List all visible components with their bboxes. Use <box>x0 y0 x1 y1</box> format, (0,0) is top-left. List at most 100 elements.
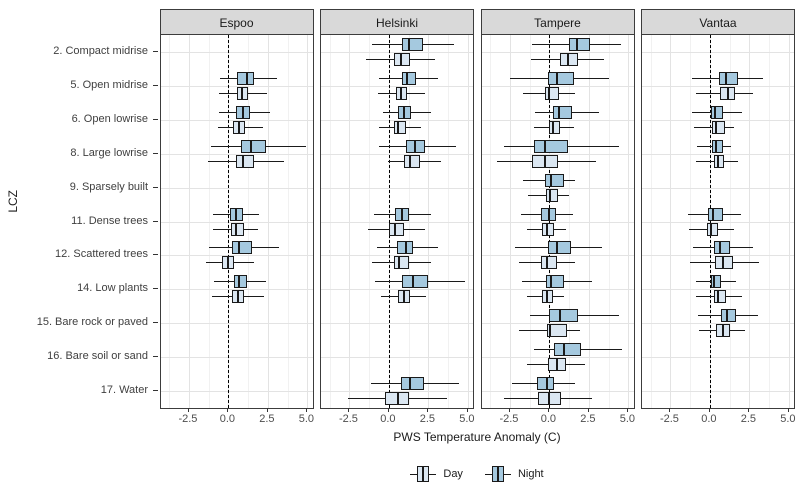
day-median <box>546 222 549 236</box>
x-axis-tick <box>187 408 189 412</box>
category-tick <box>153 220 158 222</box>
x-tick-label: 5.0 <box>619 413 636 425</box>
day-median <box>549 324 552 338</box>
gridline-major-h <box>481 85 634 87</box>
gridline-major-h <box>481 289 634 291</box>
category-label: 2. Compact midrise <box>53 44 148 57</box>
gridline-major-h <box>321 187 473 189</box>
day-box <box>713 290 727 304</box>
x-tick-label: 2.5 <box>740 413 757 425</box>
gridline-major-h <box>481 119 634 121</box>
zero-reference-line <box>228 35 230 408</box>
facet-strip-label: Vantaa <box>699 15 737 30</box>
gridline-major-h <box>642 119 794 121</box>
day-median <box>716 290 719 304</box>
zero-reference-line <box>709 35 711 408</box>
gridline-major-h <box>160 221 313 223</box>
gridline-major-h <box>642 85 794 87</box>
gridline-major-h <box>160 289 313 291</box>
night-median <box>400 207 403 221</box>
category-tick <box>153 84 158 86</box>
night-box <box>400 377 424 391</box>
gridline-major-h <box>481 153 634 155</box>
legend-item-day: Day <box>410 465 463 483</box>
facet-strip-label: Espoo <box>219 15 254 30</box>
night-box <box>549 309 578 323</box>
gridline-major-h <box>481 391 634 393</box>
x-axis-tick <box>387 408 389 412</box>
night-box <box>402 71 416 85</box>
facet-strip: Helsinki <box>320 9 474 36</box>
category-tick <box>153 288 158 290</box>
night-median <box>237 241 240 255</box>
facet-strip: Tampere <box>480 9 635 36</box>
night-box <box>552 105 572 119</box>
night-median <box>407 37 410 51</box>
night-box <box>707 207 723 221</box>
category-label: 14. Low plants <box>77 282 148 295</box>
x-axis-tick <box>348 408 350 412</box>
legend-label: Night <box>517 468 544 480</box>
gridline-major-h <box>321 119 473 121</box>
gridline-major-h <box>642 255 794 257</box>
x-tick-label: 0.0 <box>380 413 396 425</box>
gridline-major-h <box>321 51 473 53</box>
night-box <box>232 241 253 255</box>
category-label: 5. Open midrise <box>70 78 148 91</box>
x-tick-label: 5.0 <box>298 413 315 425</box>
night-box <box>547 71 574 85</box>
x-tick-label: -2.5 <box>499 413 519 425</box>
category-label: 15. Bare rock or paved <box>36 316 148 329</box>
day-box <box>393 256 409 270</box>
day-median <box>721 324 724 338</box>
zero-reference-line <box>549 35 551 408</box>
day-median <box>727 86 730 100</box>
gridline-major-h <box>481 357 634 359</box>
night-median <box>242 105 245 119</box>
facet-panel <box>641 34 795 409</box>
day-box <box>230 222 245 236</box>
day-median <box>398 256 401 270</box>
day-median <box>548 86 551 100</box>
night-median <box>413 139 416 153</box>
legend-label: Day <box>443 468 463 480</box>
x-tick-label: 2.5 <box>419 413 436 425</box>
gridline-major-h <box>642 153 794 155</box>
day-box <box>236 154 255 168</box>
gridline-major-h <box>481 221 634 223</box>
night-median <box>558 309 561 323</box>
category-tick <box>153 390 158 392</box>
gridline-major-h <box>321 289 473 291</box>
day-median <box>402 290 405 304</box>
facet-strip: Vantaa <box>641 9 795 36</box>
day-box <box>548 120 560 134</box>
category-label: 16. Bare soil or sand <box>47 350 148 363</box>
legend-median-line <box>496 466 499 482</box>
night-box <box>713 241 730 255</box>
legend: Day Night <box>159 461 795 487</box>
night-median <box>724 71 727 85</box>
category-label: 11. Dense trees <box>71 214 148 227</box>
gridline-major-h <box>642 51 794 53</box>
day-box <box>388 222 404 236</box>
facet-strip-label: Helsinki <box>375 15 418 30</box>
night-median <box>404 241 407 255</box>
night-median <box>555 241 558 255</box>
gridline-major-h <box>642 391 794 393</box>
night-box <box>237 71 255 85</box>
x-axis-tick <box>787 408 789 412</box>
night-median <box>250 139 253 153</box>
gridline-major-h <box>321 391 473 393</box>
day-median <box>236 290 239 304</box>
x-axis-tick <box>548 408 550 412</box>
day-box <box>547 324 567 338</box>
gridline-major-h <box>321 153 473 155</box>
night-box <box>554 343 581 357</box>
night-median <box>238 275 241 289</box>
x-tick-label: -2.5 <box>178 413 198 425</box>
legend-item-night: Night <box>484 465 544 483</box>
day-median <box>409 154 412 168</box>
gridline-major-h <box>642 357 794 359</box>
day-median <box>397 120 400 134</box>
